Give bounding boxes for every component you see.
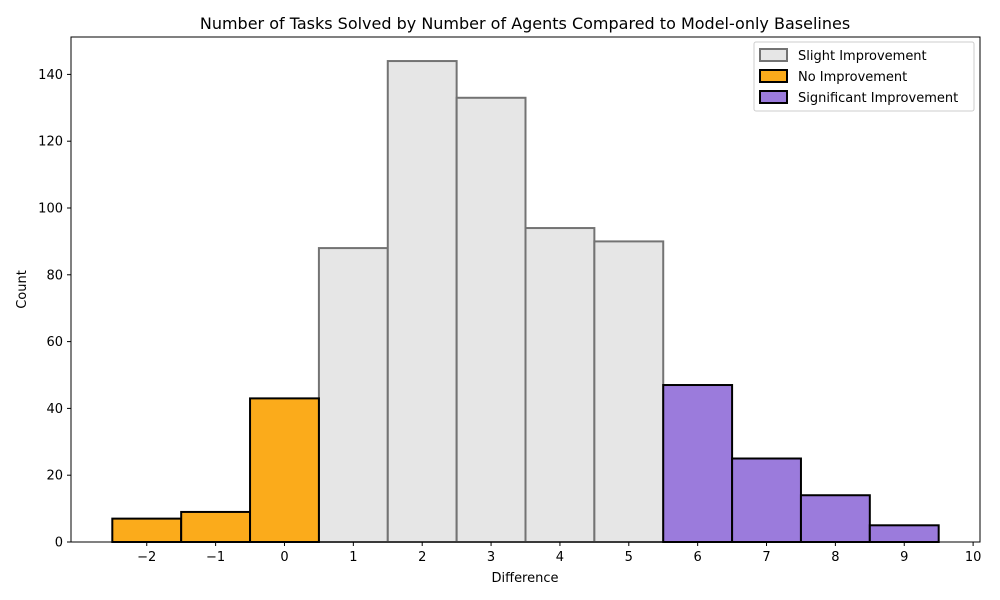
legend-swatch bbox=[759, 90, 788, 104]
x-tick-label: 3 bbox=[487, 550, 495, 565]
y-tick-label: 40 bbox=[46, 402, 63, 417]
x-tick-label: 4 bbox=[556, 550, 564, 565]
bar-slight-improvement bbox=[593, 240, 665, 543]
x-tick-label: 6 bbox=[694, 550, 702, 565]
y-tick-label: 100 bbox=[38, 202, 63, 217]
bar-no-improvement bbox=[111, 517, 183, 543]
bar-significant-improvement bbox=[799, 494, 871, 544]
x-axis-ticks: −2 −1 0 1 2 3 4 5 6 7 8 9 10 bbox=[137, 542, 981, 565]
y-tick-label: 20 bbox=[46, 469, 63, 484]
legend: Slight Improvement No Improvement Signific… bbox=[753, 41, 975, 112]
x-tick-label: −2 bbox=[137, 550, 156, 565]
x-tick-label: 2 bbox=[418, 550, 426, 565]
bar-slight-improvement bbox=[524, 227, 596, 543]
y-axis-label: Count bbox=[15, 270, 30, 309]
y-axis-ticks: 0 20 40 60 80 100 120 140 bbox=[38, 68, 71, 551]
x-tick-label: 0 bbox=[280, 550, 288, 565]
y-tick-label: 60 bbox=[46, 335, 63, 350]
bar-no-improvement bbox=[249, 397, 320, 543]
x-tick-label: 10 bbox=[965, 550, 982, 565]
bars-layer bbox=[111, 60, 940, 544]
x-axis-label: Difference bbox=[491, 571, 558, 586]
legend-label: No Improvement bbox=[798, 70, 907, 85]
bar-significant-improvement bbox=[868, 524, 940, 544]
legend-label: Significant Improvement bbox=[798, 91, 958, 106]
bar-no-improvement bbox=[180, 510, 252, 544]
plot-frame bbox=[70, 36, 981, 543]
x-tick-label: 7 bbox=[762, 550, 770, 565]
x-tick-label: −1 bbox=[206, 550, 225, 565]
legend-box bbox=[753, 41, 975, 112]
bar-significant-improvement bbox=[731, 457, 802, 543]
y-tick-label: 140 bbox=[38, 68, 63, 83]
legend-label: Slight Improvement bbox=[798, 49, 927, 64]
legend-swatch bbox=[759, 48, 788, 62]
bar-slight-improvement bbox=[317, 247, 389, 543]
bar-slight-improvement bbox=[455, 96, 527, 543]
y-tick-label: 80 bbox=[46, 268, 63, 283]
legend-swatch bbox=[759, 69, 788, 83]
y-tick-label: 120 bbox=[38, 135, 63, 150]
chart-title: Number of Tasks Solved by Number of Agen… bbox=[200, 14, 850, 33]
x-tick-label: 9 bbox=[900, 550, 908, 565]
y-tick-label: 0 bbox=[55, 536, 63, 551]
x-tick-label: 8 bbox=[831, 550, 839, 565]
x-tick-label: 1 bbox=[349, 550, 357, 565]
bar-slight-improvement bbox=[386, 60, 458, 544]
x-tick-label: 5 bbox=[625, 550, 633, 565]
bar-significant-improvement bbox=[662, 384, 734, 543]
